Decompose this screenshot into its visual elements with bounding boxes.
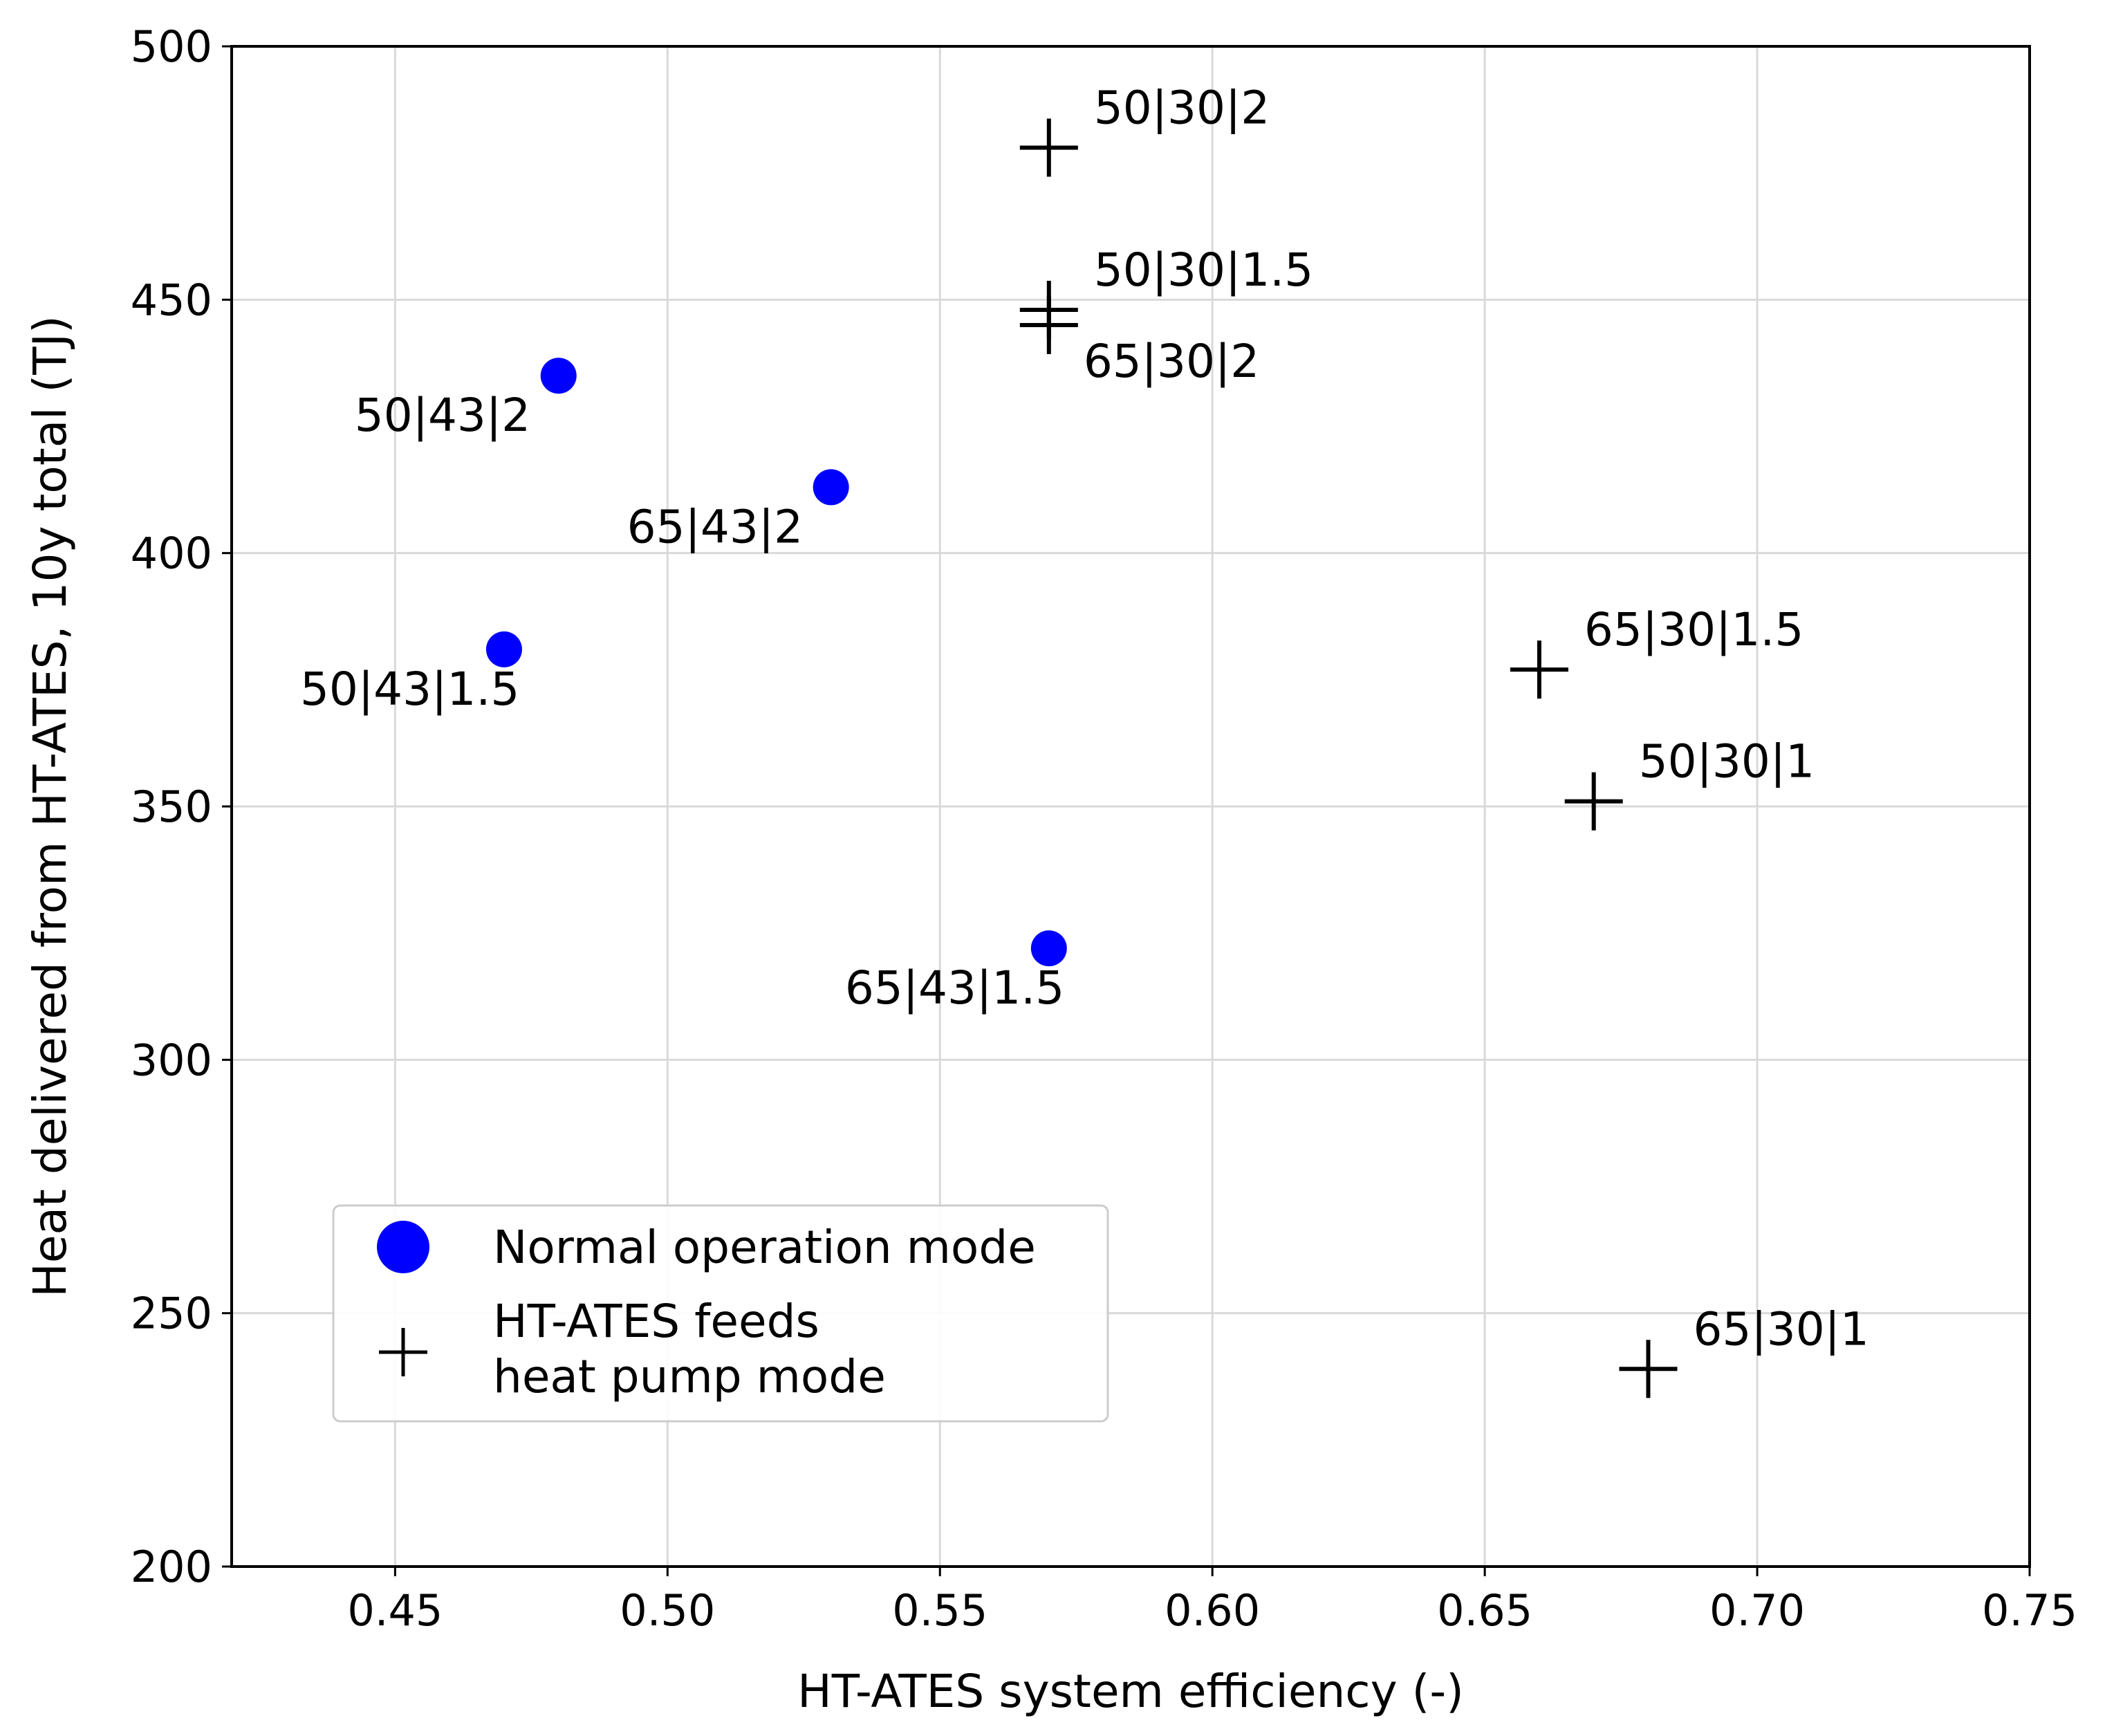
- y-tick-label: 250: [131, 1289, 212, 1339]
- legend-label-heat-pump-line2: heat pump mode: [493, 1350, 886, 1403]
- data-point-normal: [813, 469, 849, 506]
- data-point-heat-pump: [1019, 118, 1078, 177]
- y-tick-label: 400: [131, 528, 212, 579]
- data-point-normal: [540, 358, 577, 394]
- point-labels: 50|43|2 65|43|2 50|43|1.5 65|43|1.5 50|30|2 5…: [300, 82, 1869, 1356]
- point-label: 50|30|1: [1639, 735, 1815, 788]
- data-point-heat-pump: [1619, 1340, 1678, 1398]
- plot-frame: [230, 45, 2031, 1568]
- legend-circle-marker: [377, 1221, 429, 1273]
- data-point-normal: [1030, 930, 1067, 967]
- legend-label-heat-pump-line1: HT-ATES feeds: [493, 1295, 819, 1348]
- y-axis-label: Heat delivered from HT-ATES, 10y total (…: [24, 315, 77, 1297]
- data-point-heat-pump: [1510, 640, 1568, 699]
- point-label: 65|30|1: [1693, 1302, 1868, 1356]
- x-axis-label: HT-ATES system efficiency (-): [797, 1665, 1464, 1718]
- y-tick-label: 450: [131, 275, 212, 325]
- legend-label-normal: Normal operation mode: [493, 1221, 1036, 1274]
- x-tick-label: 0.70: [1709, 1585, 1805, 1636]
- x-tick-label: 0.45: [347, 1585, 443, 1636]
- x-tick-label: 0.60: [1165, 1585, 1260, 1636]
- data-point-normal: [485, 631, 522, 667]
- point-label: 50|43|1.5: [300, 663, 519, 716]
- axis-ticks: 0.45 0.50 0.55 0.60 0.65 0.70 0.75 200 250 300 350…: [131, 21, 2077, 1636]
- legend: Normal operation mode HT-ATES feeds heat…: [332, 1204, 1109, 1423]
- y-tick-label: 350: [131, 782, 212, 832]
- data-point-heat-pump: [1019, 295, 1078, 354]
- point-label: 65|30|1.5: [1584, 603, 1803, 656]
- x-tick-label: 0.75: [1982, 1585, 2077, 1636]
- point-label: 65|30|2: [1084, 335, 1259, 388]
- legend-box: [332, 1204, 1109, 1423]
- data-point-heat-pump: [1564, 772, 1623, 831]
- point-label: 65|43|2: [627, 500, 803, 553]
- x-tick-label: 0.55: [892, 1585, 987, 1636]
- point-label: 65|43|1.5: [845, 961, 1064, 1015]
- data-points: [485, 118, 1678, 1398]
- point-label: 50|43|2: [355, 389, 530, 442]
- y-tick-label: 300: [131, 1035, 212, 1085]
- x-tick-label: 0.65: [1437, 1585, 1532, 1636]
- x-tick-label: 0.50: [620, 1585, 715, 1636]
- y-tick-label: 500: [131, 21, 212, 72]
- point-label: 50|30|2: [1094, 82, 1270, 135]
- point-label: 50|30|1.5: [1094, 243, 1313, 297]
- y-tick-label: 200: [131, 1542, 212, 1592]
